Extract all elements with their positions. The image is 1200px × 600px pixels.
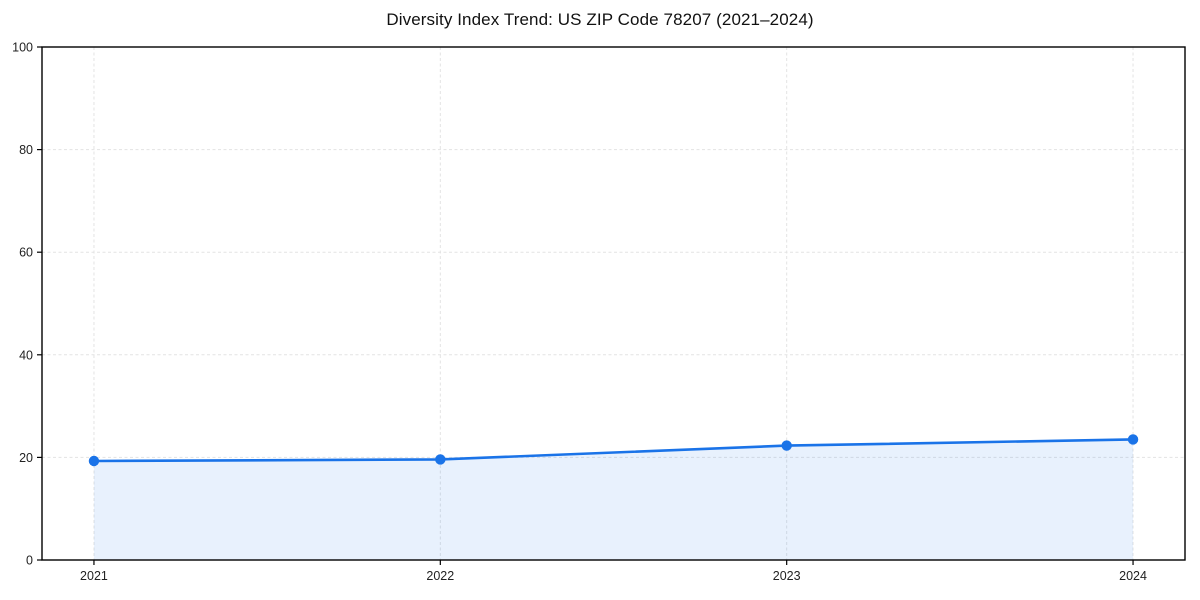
plot-frame [41,46,1186,561]
y-tick-label-20: 20 [19,451,33,465]
data-point-2024 [1127,434,1139,445]
data-point-2023 [781,440,792,451]
y-tick-label-60: 60 [19,246,33,260]
x-tick-label-2023: 2023 [773,569,801,583]
trend-line [92,438,1135,463]
y-tick-label-80: 80 [19,143,33,157]
x-tick-label-2024: 2024 [1119,569,1147,583]
data-point-2022 [435,454,446,465]
x-tick-label-2022: 2022 [426,569,454,583]
y-tick-label-100: 100 [12,41,33,55]
area-fill [93,439,1134,560]
y-tick-label-0: 0 [26,554,33,568]
data-point-2021 [88,455,100,467]
x-tick-label-2021: 2021 [80,569,108,583]
y-tick-label-40: 40 [19,348,33,362]
chart-title: Diversity Index Trend: US ZIP Code 78207… [386,10,814,29]
